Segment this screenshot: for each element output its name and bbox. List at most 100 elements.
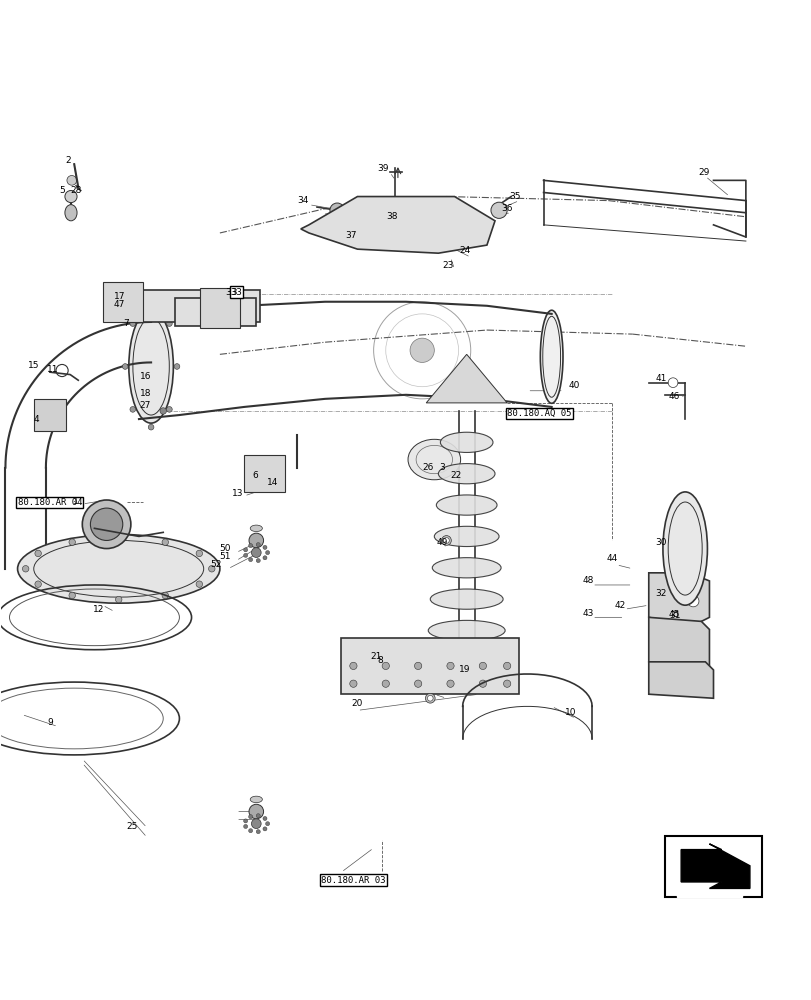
Ellipse shape <box>427 695 432 701</box>
Ellipse shape <box>220 306 228 314</box>
FancyBboxPatch shape <box>175 298 256 326</box>
Ellipse shape <box>90 508 122 540</box>
Ellipse shape <box>208 566 215 572</box>
Text: 22: 22 <box>450 471 461 480</box>
Ellipse shape <box>82 500 131 549</box>
Ellipse shape <box>65 190 77 203</box>
Text: 50: 50 <box>219 544 230 553</box>
Ellipse shape <box>250 525 262 532</box>
Ellipse shape <box>441 536 451 545</box>
Text: 13: 13 <box>232 489 243 498</box>
Ellipse shape <box>243 553 247 557</box>
Ellipse shape <box>243 819 247 823</box>
Ellipse shape <box>65 205 77 221</box>
Text: 37: 37 <box>345 231 356 240</box>
Ellipse shape <box>240 306 248 314</box>
Ellipse shape <box>503 680 510 687</box>
Text: 17: 17 <box>114 292 125 301</box>
Ellipse shape <box>148 424 154 430</box>
Ellipse shape <box>249 533 264 548</box>
FancyBboxPatch shape <box>341 638 519 694</box>
Text: 42: 42 <box>614 601 625 610</box>
Ellipse shape <box>166 321 172 326</box>
Ellipse shape <box>256 814 260 818</box>
Ellipse shape <box>166 407 172 412</box>
Ellipse shape <box>69 539 75 545</box>
Polygon shape <box>676 844 741 897</box>
Ellipse shape <box>112 307 117 312</box>
Ellipse shape <box>69 592 75 599</box>
Ellipse shape <box>410 338 434 362</box>
Text: 33: 33 <box>231 288 242 297</box>
Ellipse shape <box>162 539 169 545</box>
Text: 29: 29 <box>697 168 709 177</box>
Ellipse shape <box>407 439 460 480</box>
Ellipse shape <box>478 662 486 670</box>
Ellipse shape <box>425 693 435 703</box>
Polygon shape <box>648 573 709 625</box>
Ellipse shape <box>256 559 260 563</box>
Text: 10: 10 <box>564 708 575 717</box>
Text: 34: 34 <box>297 196 308 205</box>
Ellipse shape <box>248 544 252 548</box>
Text: 40: 40 <box>568 381 579 390</box>
Ellipse shape <box>128 291 133 296</box>
Ellipse shape <box>273 481 279 487</box>
Text: 39: 39 <box>377 164 388 173</box>
Ellipse shape <box>436 495 496 515</box>
Ellipse shape <box>382 662 389 670</box>
Text: 19: 19 <box>458 665 470 674</box>
Text: 1: 1 <box>73 497 79 506</box>
Text: 6: 6 <box>252 471 258 480</box>
Text: 52: 52 <box>210 560 221 569</box>
Ellipse shape <box>687 595 698 607</box>
Polygon shape <box>300 197 495 253</box>
Ellipse shape <box>118 306 127 314</box>
Ellipse shape <box>243 548 247 552</box>
Text: 12: 12 <box>92 605 104 614</box>
Ellipse shape <box>263 545 267 549</box>
Ellipse shape <box>115 535 122 541</box>
Text: 25: 25 <box>127 822 138 831</box>
Text: 41: 41 <box>654 374 666 383</box>
Ellipse shape <box>225 298 230 303</box>
Ellipse shape <box>662 492 706 605</box>
Text: 15: 15 <box>28 361 40 370</box>
FancyBboxPatch shape <box>664 836 761 897</box>
Ellipse shape <box>382 680 389 687</box>
Ellipse shape <box>431 558 500 578</box>
Ellipse shape <box>446 680 453 687</box>
Ellipse shape <box>427 620 504 641</box>
Text: 16: 16 <box>139 372 151 381</box>
Ellipse shape <box>414 662 421 670</box>
Ellipse shape <box>667 378 677 388</box>
Text: 21: 21 <box>370 652 381 661</box>
Text: 8: 8 <box>377 656 383 665</box>
Text: 4: 4 <box>33 415 39 424</box>
Text: 5: 5 <box>59 186 65 195</box>
Ellipse shape <box>265 822 269 826</box>
Text: 14: 14 <box>267 478 278 487</box>
Ellipse shape <box>23 566 29 572</box>
Text: 7: 7 <box>123 319 129 328</box>
Ellipse shape <box>251 548 261 557</box>
Ellipse shape <box>122 364 128 369</box>
Ellipse shape <box>160 408 166 414</box>
Ellipse shape <box>179 306 187 314</box>
Text: 2: 2 <box>66 156 71 165</box>
Ellipse shape <box>35 550 41 557</box>
Text: 11: 11 <box>46 365 58 374</box>
Text: 48: 48 <box>581 576 593 585</box>
Text: 30: 30 <box>654 538 666 547</box>
Ellipse shape <box>47 412 53 418</box>
Ellipse shape <box>225 314 230 319</box>
Ellipse shape <box>263 827 267 831</box>
Text: 28: 28 <box>70 186 81 195</box>
Polygon shape <box>426 354 507 403</box>
Ellipse shape <box>115 596 122 603</box>
Text: 36: 36 <box>500 204 513 213</box>
FancyBboxPatch shape <box>200 288 240 328</box>
Ellipse shape <box>350 680 357 687</box>
Ellipse shape <box>128 307 133 312</box>
Text: 18: 18 <box>139 389 151 398</box>
